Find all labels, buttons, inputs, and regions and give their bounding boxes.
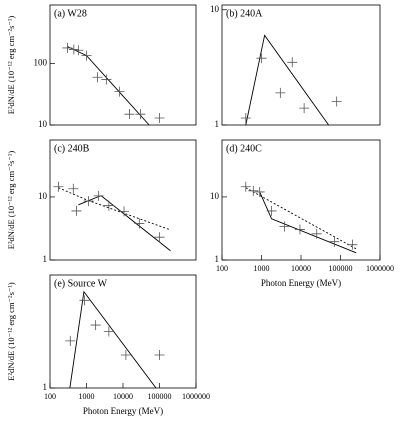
data-point bbox=[93, 190, 104, 201]
data-point bbox=[154, 349, 165, 360]
data-point bbox=[53, 181, 64, 192]
x-tick-label: 10000 bbox=[291, 264, 311, 273]
data-point bbox=[287, 57, 298, 68]
panel-title: (c) 240B bbox=[54, 143, 90, 154]
model-line bbox=[78, 195, 171, 252]
data-point bbox=[79, 295, 90, 306]
data-point bbox=[299, 103, 310, 114]
x-tick-label: 100 bbox=[216, 264, 228, 273]
data-point bbox=[331, 96, 342, 107]
data-point bbox=[275, 87, 286, 98]
y-tick-label: 1 bbox=[215, 254, 220, 264]
alt-model-line bbox=[58, 187, 171, 231]
data-point bbox=[73, 45, 84, 56]
data-point bbox=[124, 109, 135, 120]
x-tick-label: 1000 bbox=[254, 264, 270, 273]
alt-model-line bbox=[245, 187, 357, 250]
x-tick-label: 100000 bbox=[329, 264, 353, 273]
data-point bbox=[134, 218, 145, 229]
model-line bbox=[245, 34, 329, 126]
y-tick-label: 10 bbox=[38, 119, 48, 129]
data-point bbox=[90, 320, 101, 331]
x-axis-label: Photon Energy (MeV) bbox=[83, 406, 163, 416]
data-point bbox=[294, 224, 305, 235]
panel: (d) 240C 1 10 100 1000 10000 100000 1000000 Phot… bbox=[210, 139, 394, 288]
data-point bbox=[81, 50, 92, 61]
y-axis-label: E²dN/dE (10⁻¹² erg cm⁻²s⁻¹) bbox=[6, 282, 16, 381]
data-point bbox=[135, 109, 146, 120]
data-point bbox=[256, 53, 267, 64]
panel-title: (b) 240A bbox=[226, 8, 263, 19]
data-point bbox=[347, 239, 358, 250]
data-point bbox=[279, 221, 290, 232]
data-point bbox=[103, 326, 114, 337]
y-tick-label: 1 bbox=[215, 119, 220, 129]
data-point bbox=[119, 206, 130, 217]
y-axis-label: E²dN/dE (10⁻¹² erg cm⁻²s⁻¹) bbox=[6, 16, 16, 115]
y-tick-label: 1 bbox=[43, 254, 48, 264]
data-point bbox=[329, 236, 340, 247]
data-point bbox=[65, 335, 76, 346]
data-point bbox=[154, 232, 165, 243]
x-tick-label: 1000000 bbox=[366, 264, 394, 273]
data-point bbox=[266, 205, 277, 216]
data-point bbox=[120, 349, 131, 360]
plot-frame bbox=[49, 4, 197, 126]
panel: (a) W28 10 100 E²dN/dE (10⁻¹² erg cm⁻²s⁻¹) bbox=[6, 4, 197, 129]
plot-frame bbox=[221, 139, 381, 261]
data-point bbox=[92, 72, 103, 83]
y-tick-label: 10 bbox=[210, 191, 220, 201]
panel: (c) 240B 1 10 E²dN/dE (10⁻¹² erg cm⁻²s⁻¹) bbox=[6, 139, 197, 264]
data-point bbox=[240, 181, 251, 192]
model-line bbox=[259, 191, 357, 254]
data-point bbox=[101, 74, 112, 85]
data-point bbox=[254, 186, 265, 197]
data-point bbox=[154, 113, 165, 124]
x-tick-label: 10000 bbox=[113, 392, 133, 401]
x-tick-label: 1000000 bbox=[182, 392, 210, 401]
data-point bbox=[311, 228, 322, 239]
x-tick-label: 100 bbox=[44, 392, 56, 401]
panel-title: (e) Source W bbox=[54, 278, 108, 289]
data-point bbox=[71, 205, 82, 216]
panel: (b) 240A 1 10 bbox=[210, 4, 381, 129]
data-point bbox=[68, 183, 79, 194]
panel-title: (d) 240C bbox=[226, 143, 262, 154]
data-point bbox=[114, 86, 125, 97]
y-tick-label: 10 bbox=[210, 4, 220, 14]
data-point bbox=[103, 200, 114, 211]
y-tick-label: 10 bbox=[38, 191, 48, 201]
data-point bbox=[240, 113, 251, 124]
plot-frame bbox=[221, 4, 381, 126]
y-axis-label: E²dN/dE (10⁻¹² erg cm⁻²s⁻¹) bbox=[6, 151, 16, 250]
model-line bbox=[67, 46, 150, 126]
data-point bbox=[83, 196, 94, 207]
model-line bbox=[69, 290, 157, 389]
panel-title: (a) W28 bbox=[54, 8, 87, 19]
x-tick-label: 100000 bbox=[148, 392, 172, 401]
y-tick-label: 1 bbox=[43, 382, 48, 392]
y-tick-label: 100 bbox=[34, 58, 48, 68]
plot-frame bbox=[49, 139, 197, 261]
x-tick-label: 1000 bbox=[79, 392, 95, 401]
data-point bbox=[248, 185, 259, 196]
data-point bbox=[68, 44, 79, 55]
x-axis-label: Photon Energy (MeV) bbox=[261, 278, 341, 288]
data-point bbox=[62, 42, 73, 53]
